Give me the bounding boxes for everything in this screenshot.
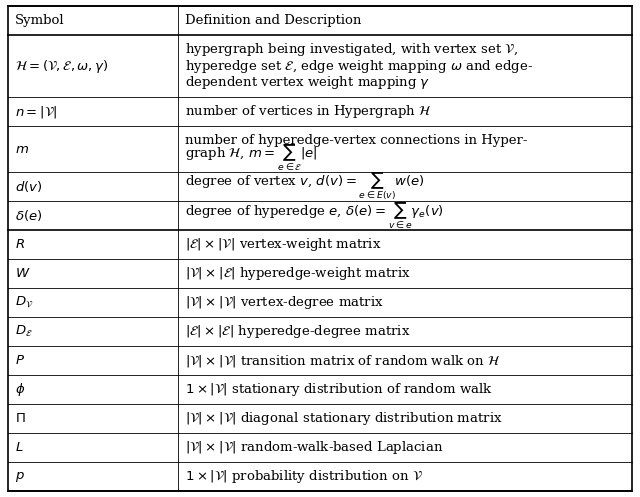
Text: Definition and Description: Definition and Description <box>184 14 361 27</box>
Text: $|\mathcal{E}| \times |\mathcal{V}|$ vertex-weight matrix: $|\mathcal{E}| \times |\mathcal{V}|$ ver… <box>184 236 381 253</box>
Text: hyperedge set $\mathcal{E}$, edge weight mapping $\omega$ and edge-: hyperedge set $\mathcal{E}$, edge weight… <box>184 58 532 75</box>
Text: graph $\mathcal{H}$, $m = \sum_{e \in \mathcal{E}} |e|$: graph $\mathcal{H}$, $m = \sum_{e \in \m… <box>184 142 317 173</box>
Text: $|\mathcal{E}| \times |\mathcal{E}|$ hyperedge-degree matrix: $|\mathcal{E}| \times |\mathcal{E}|$ hyp… <box>184 323 410 340</box>
Text: $n = |\mathcal{V}|$: $n = |\mathcal{V}|$ <box>15 104 57 120</box>
Text: $\mathcal{H} = (\mathcal{V},\mathcal{E},\omega,\gamma)$: $\mathcal{H} = (\mathcal{V},\mathcal{E},… <box>15 58 108 75</box>
Text: hypergraph being investigated, with vertex set $\mathcal{V}$,: hypergraph being investigated, with vert… <box>184 41 518 58</box>
Text: $1 \times |\mathcal{V}|$ probability distribution on $\mathcal{V}$: $1 \times |\mathcal{V}|$ probability dis… <box>184 468 422 485</box>
Text: $\Pi$: $\Pi$ <box>15 412 25 425</box>
Text: $R$: $R$ <box>15 238 24 251</box>
Text: $|\mathcal{V}| \times |\mathcal{V}|$ vertex-degree matrix: $|\mathcal{V}| \times |\mathcal{V}|$ ver… <box>184 294 383 311</box>
Text: $|\mathcal{V}| \times |\mathcal{V}|$ diagonal stationary distribution matrix: $|\mathcal{V}| \times |\mathcal{V}|$ dia… <box>184 410 502 427</box>
Text: $|\mathcal{V}| \times |\mathcal{E}|$ hyperedge-weight matrix: $|\mathcal{V}| \times |\mathcal{E}|$ hyp… <box>184 265 410 282</box>
Text: degree of hyperedge $e$, $\delta(e) = \sum_{v \in e} \gamma_e(v)$: degree of hyperedge $e$, $\delta(e) = \s… <box>184 200 444 231</box>
Text: $1 \times |\mathcal{V}|$ stationary distribution of random walk: $1 \times |\mathcal{V}|$ stationary dist… <box>184 381 492 398</box>
Text: $L$: $L$ <box>15 441 23 454</box>
Text: degree of vertex $v$, $d(v) = \sum_{e \in E(v)} w(e)$: degree of vertex $v$, $d(v) = \sum_{e \i… <box>184 170 424 202</box>
Text: $d(v)$: $d(v)$ <box>15 179 42 194</box>
Text: $\delta(e)$: $\delta(e)$ <box>15 208 42 223</box>
Text: dependent vertex weight mapping $\gamma$: dependent vertex weight mapping $\gamma$ <box>184 74 430 91</box>
Text: Symbol: Symbol <box>15 14 64 27</box>
Text: $W$: $W$ <box>15 267 30 280</box>
Text: $D_{\mathcal{V}}$: $D_{\mathcal{V}}$ <box>15 295 33 310</box>
Text: $P$: $P$ <box>15 354 24 367</box>
Text: number of vertices in Hypergraph $\mathcal{H}$: number of vertices in Hypergraph $\mathc… <box>184 103 431 120</box>
Text: $\phi$: $\phi$ <box>15 381 25 398</box>
Text: $|\mathcal{V}| \times |\mathcal{V}|$ random-walk-based Laplacian: $|\mathcal{V}| \times |\mathcal{V}|$ ran… <box>184 439 443 456</box>
Text: $|\mathcal{V}| \times |\mathcal{V}|$ transition matrix of random walk on $\mathc: $|\mathcal{V}| \times |\mathcal{V}|$ tra… <box>184 352 500 368</box>
Text: $m$: $m$ <box>15 143 29 156</box>
Text: $D_{\mathcal{E}}$: $D_{\mathcal{E}}$ <box>15 324 33 339</box>
Text: $p$: $p$ <box>15 470 24 484</box>
Text: number of hyperedge-vertex connections in Hyper-: number of hyperedge-vertex connections i… <box>184 134 527 147</box>
